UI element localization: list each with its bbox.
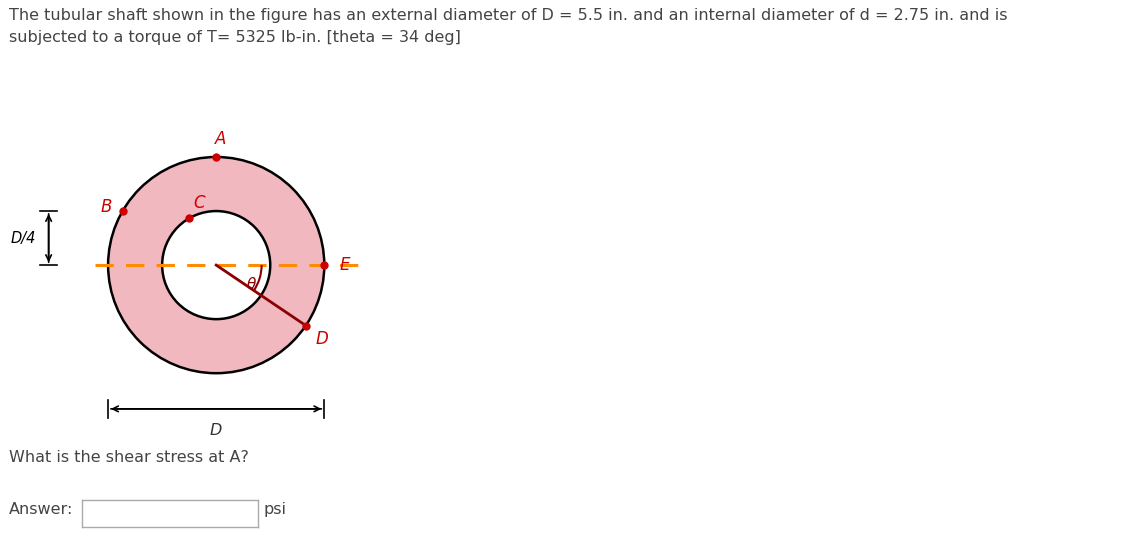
Text: Answer:: Answer:: [9, 502, 74, 517]
Text: D: D: [316, 330, 328, 348]
Text: A: A: [215, 130, 226, 148]
Text: $\theta$: $\theta$: [246, 276, 258, 292]
Text: What is the shear stress at A?: What is the shear stress at A?: [9, 450, 249, 465]
Text: B: B: [100, 197, 111, 216]
Text: The tubular shaft shown in the figure has an external diameter of D = 5.5 in. an: The tubular shaft shown in the figure ha…: [9, 8, 1008, 23]
Text: E: E: [339, 256, 350, 274]
Text: psi: psi: [263, 502, 286, 517]
Circle shape: [162, 211, 270, 319]
Circle shape: [108, 157, 325, 373]
Text: C: C: [193, 194, 205, 212]
Text: D: D: [210, 423, 222, 438]
Text: D/4: D/4: [10, 230, 35, 246]
Text: subjected to a torque of T= 5325 lb-in. [theta = 34 deg]: subjected to a torque of T= 5325 lb-in. …: [9, 30, 461, 45]
